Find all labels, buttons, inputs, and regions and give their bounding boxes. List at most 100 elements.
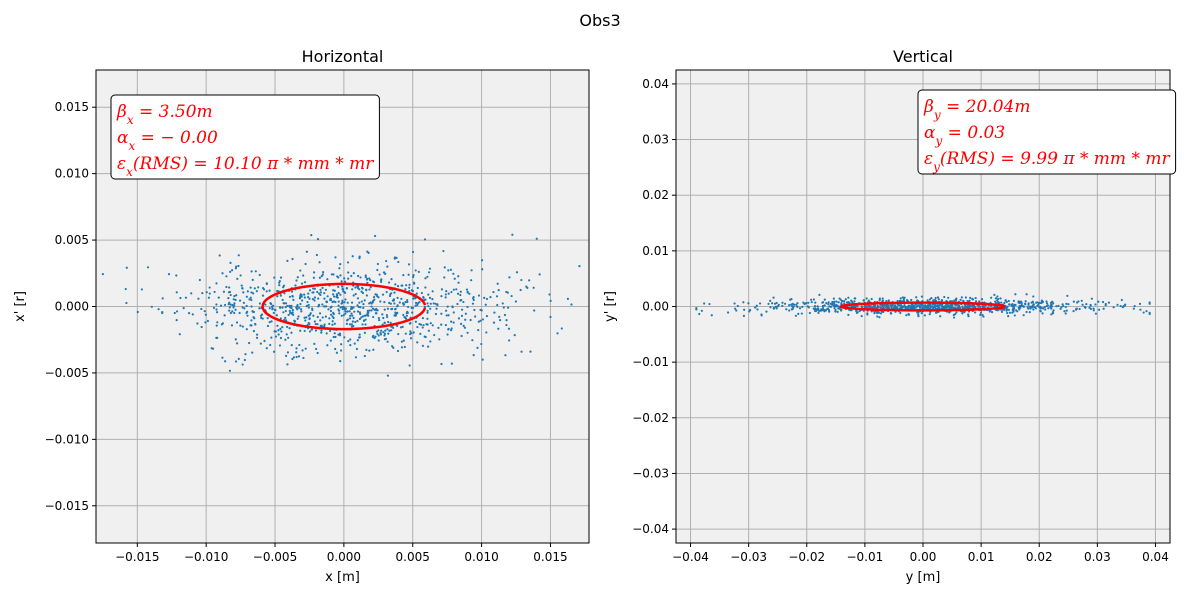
particle-point [295, 307, 299, 310]
particle-point [429, 322, 432, 325]
particle-point [459, 290, 462, 293]
particle-point [314, 329, 318, 332]
particle-point [282, 286, 285, 289]
particle-point [447, 269, 450, 272]
particle-point [878, 316, 881, 319]
particle-point [292, 313, 295, 316]
particle-point [215, 324, 218, 327]
particle-point [1044, 308, 1047, 311]
particle-point [233, 295, 236, 298]
particle-point [508, 276, 511, 279]
particle-point [233, 302, 236, 305]
particle-point [915, 296, 918, 299]
particle-point [1121, 306, 1124, 309]
particle-point [736, 304, 739, 308]
particle-point [839, 309, 843, 312]
particle-point [1051, 312, 1055, 315]
particle-point [477, 294, 481, 297]
particle-point [224, 360, 227, 363]
particle-point [245, 328, 248, 331]
particle-point [275, 314, 278, 317]
particle-point [407, 263, 411, 266]
particle-point [823, 298, 826, 301]
particle-point [910, 303, 913, 307]
particle-point [379, 300, 382, 303]
particle-point [1064, 305, 1067, 309]
particle-point [899, 306, 902, 309]
particle-point [958, 304, 961, 307]
particle-point [496, 282, 499, 285]
particle-point [905, 314, 908, 317]
particle-point [785, 308, 788, 311]
particle-point [466, 331, 469, 334]
particle-point [979, 313, 982, 317]
particle-point [387, 332, 390, 335]
x-tick-label: 0.04 [1142, 550, 1169, 564]
y-tick-label: −0.02 [632, 411, 669, 425]
particle-point [197, 297, 200, 300]
particle-point [501, 302, 504, 305]
particle-point [873, 311, 876, 314]
particle-point [1014, 303, 1017, 307]
particle-point [1005, 309, 1008, 312]
particle-point [270, 336, 273, 339]
particle-point [326, 278, 329, 281]
particle-point [406, 311, 409, 315]
particle-point [455, 288, 458, 291]
particle-point [272, 311, 275, 315]
particle-point [423, 238, 427, 241]
particle-point [319, 288, 322, 291]
particle-point [1139, 308, 1142, 311]
particle-point [915, 306, 918, 309]
particle-point [338, 312, 341, 315]
particle-point [771, 302, 774, 305]
particle-point [285, 354, 288, 358]
particle-point [1037, 303, 1040, 306]
particle-point [407, 273, 410, 276]
particle-point [229, 311, 232, 315]
particle-point [460, 308, 464, 311]
particle-point [101, 272, 104, 276]
particle-point [748, 310, 751, 313]
particle-point [829, 305, 833, 308]
particle-point [502, 306, 505, 309]
particle-point [363, 354, 366, 358]
particle-point [227, 303, 230, 306]
particle-point [345, 322, 348, 325]
particle-point [1020, 301, 1023, 305]
particle-point [489, 296, 492, 299]
particle-point [313, 299, 316, 302]
particle-point [284, 302, 288, 305]
particle-point [999, 297, 1002, 300]
particle-point [215, 311, 219, 314]
particle-point [308, 330, 312, 333]
particle-point [404, 301, 407, 304]
particle-point [364, 274, 367, 277]
particle-point [981, 313, 984, 317]
particle-point [1097, 300, 1100, 303]
particle-point [342, 290, 345, 293]
axes-title: Horizontal [302, 47, 384, 66]
particle-point [198, 278, 201, 282]
particle-point [420, 291, 423, 295]
particle-point [365, 348, 368, 351]
particle-point [291, 311, 294, 314]
particle-point [365, 289, 368, 292]
particle-point [360, 290, 363, 293]
particle-point [480, 342, 483, 346]
particle-point [363, 331, 367, 334]
particle-point [348, 310, 351, 313]
particle-point [285, 325, 289, 328]
particle-point [338, 334, 342, 337]
particle-point [428, 267, 432, 270]
particle-point [947, 296, 950, 299]
particle-point [350, 312, 353, 315]
particle-point [388, 294, 392, 298]
particle-point [383, 332, 387, 335]
particle-point [223, 303, 227, 307]
particle-point [470, 269, 473, 272]
particle-point [920, 303, 923, 307]
particle-point [241, 325, 244, 328]
particle-point [1000, 301, 1003, 304]
particle-point [346, 261, 350, 264]
